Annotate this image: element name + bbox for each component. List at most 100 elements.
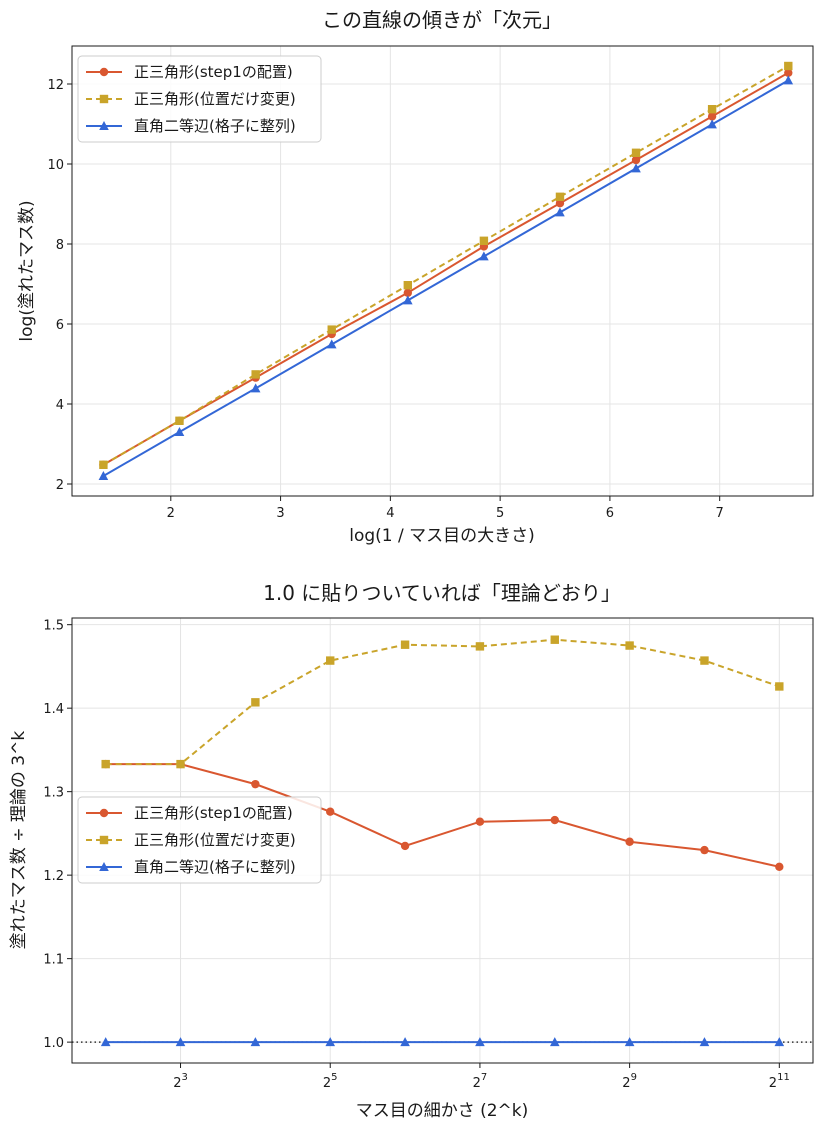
legend-box [77, 796, 322, 884]
data-point [631, 148, 641, 157]
y-tick-label: 1.1 [43, 953, 64, 968]
ratio-chart: 1.0 に貼りついていれば「理論どおり」 23 25 27 29 211 1.0 1.1 1.… [8, 581, 814, 1121]
series-line [102, 71, 789, 466]
data-point [707, 112, 717, 121]
data-point [99, 460, 108, 469]
y-axis-label: 塗れたマス数 ÷ 理論の 3^k [8, 731, 29, 950]
data-point [784, 61, 793, 71]
data-point [631, 155, 641, 165]
y-tick-label: 1.5 [43, 619, 64, 634]
data-point [326, 807, 335, 816]
data-point [100, 1037, 111, 1047]
data-point [624, 1037, 635, 1047]
legend-item: 直角二等辺(格子に整列) [86, 858, 296, 876]
data-point [326, 339, 337, 349]
data-point [625, 837, 634, 846]
data-point [403, 288, 413, 297]
series-line [102, 65, 789, 466]
data-point [403, 295, 413, 305]
log-log-chart: この直線の傾きが「次元」 2 3 4 5 6 7 2 4 6 8 10 12 log(1 / マス目の… [16, 8, 814, 546]
chart-title: 1.0 に貼りついていれば「理論どおり」 [263, 581, 621, 605]
series-line [102, 79, 789, 477]
x-tick-label: 29 [622, 1072, 637, 1091]
axis-ticks: 23 25 27 29 211 1.0 1.1 1.2 1.3 1.4 1.5 [43, 619, 790, 1091]
data-point [326, 656, 335, 665]
data-point [475, 1037, 485, 1047]
x-tick-label: 27 [473, 1072, 488, 1091]
legend-label: 正三角形(step1の配置) [134, 63, 293, 81]
legend-marker [99, 808, 109, 818]
y-tick-label: 10 [47, 158, 64, 173]
data-point [101, 759, 110, 769]
legend-item: 正三角形(step1の配置) [86, 804, 293, 822]
data-point [400, 841, 410, 851]
data-point [400, 640, 410, 649]
data-point [625, 641, 634, 650]
axis-ticks: 2 3 4 5 6 7 2 4 6 8 10 12 [47, 78, 723, 521]
series-layer [72, 635, 813, 1047]
data-point [550, 815, 559, 825]
data-point [174, 427, 185, 436]
legend-item: 正三角形(位置だけ変更) [86, 831, 296, 849]
legend-label: 直角二等辺(格子に整列) [134, 117, 296, 135]
data-point [479, 236, 489, 245]
legend: 正三角形(step1の配置) 正三角形(位置だけ変更) 直角二等辺(格子に整列) [77, 796, 322, 884]
data-point [251, 698, 260, 707]
data-point [325, 1037, 336, 1047]
y-tick-label: 1.4 [43, 702, 64, 717]
x-tick-label: 7 [716, 506, 724, 521]
data-point [555, 192, 565, 201]
y-tick-label: 1.0 [43, 1036, 64, 1051]
legend-item: 直角二等辺(格子に整列) [86, 117, 296, 135]
series-3 [100, 1037, 785, 1047]
series-2 [101, 635, 784, 769]
series-2 [99, 61, 793, 469]
legend-marker [99, 67, 109, 77]
data-point [549, 1037, 560, 1047]
data-point [631, 163, 641, 173]
data-point [555, 199, 565, 208]
data-point [707, 119, 717, 129]
x-tick-label: 3 [276, 506, 284, 521]
y-tick-label: 6 [56, 318, 64, 333]
data-point [707, 105, 717, 114]
legend-label: 正三角形(位置だけ変更) [134, 90, 296, 108]
legend-marker [99, 94, 109, 104]
series-layer [98, 61, 794, 480]
series-3 [98, 75, 794, 480]
data-point [98, 471, 109, 480]
data-point [327, 325, 336, 334]
legend-box [77, 55, 322, 143]
y-tick-label: 4 [56, 398, 64, 413]
x-tick-label: 4 [386, 506, 394, 521]
x-tick-label: 25 [323, 1072, 338, 1091]
data-point [250, 383, 261, 393]
data-point [250, 1037, 261, 1047]
y-tick-label: 8 [56, 238, 64, 253]
legend-item: 正三角形(位置だけ変更) [86, 90, 296, 108]
y-tick-label: 2 [56, 478, 64, 493]
data-point [403, 281, 413, 290]
data-point [700, 656, 709, 665]
y-tick-label: 1.2 [43, 869, 64, 884]
data-point [479, 251, 489, 261]
data-point [175, 1037, 186, 1047]
legend: 正三角形(step1の配置) 正三角形(位置だけ変更) 直角二等辺(格子に整列) [77, 55, 322, 143]
chart-title: この直線の傾きが「次元」 [322, 8, 562, 32]
series-line [105, 763, 780, 868]
y-tick-label: 1.3 [43, 786, 64, 801]
x-tick-label: 2 [167, 506, 175, 521]
data-point [700, 845, 709, 855]
legend-label: 直角二等辺(格子に整列) [134, 858, 296, 876]
legend-label: 正三角形(位置だけ変更) [134, 831, 296, 849]
data-point [400, 1037, 410, 1047]
x-axis-label: log(1 / マス目の大きさ) [349, 526, 535, 546]
data-point [784, 68, 793, 78]
data-point [699, 1037, 710, 1047]
data-point [775, 862, 784, 871]
x-tick-label: 6 [606, 506, 614, 521]
data-point [176, 759, 185, 769]
plot-frame [71, 45, 814, 497]
y-axis-label: log(塗れたマス数) [16, 200, 37, 341]
